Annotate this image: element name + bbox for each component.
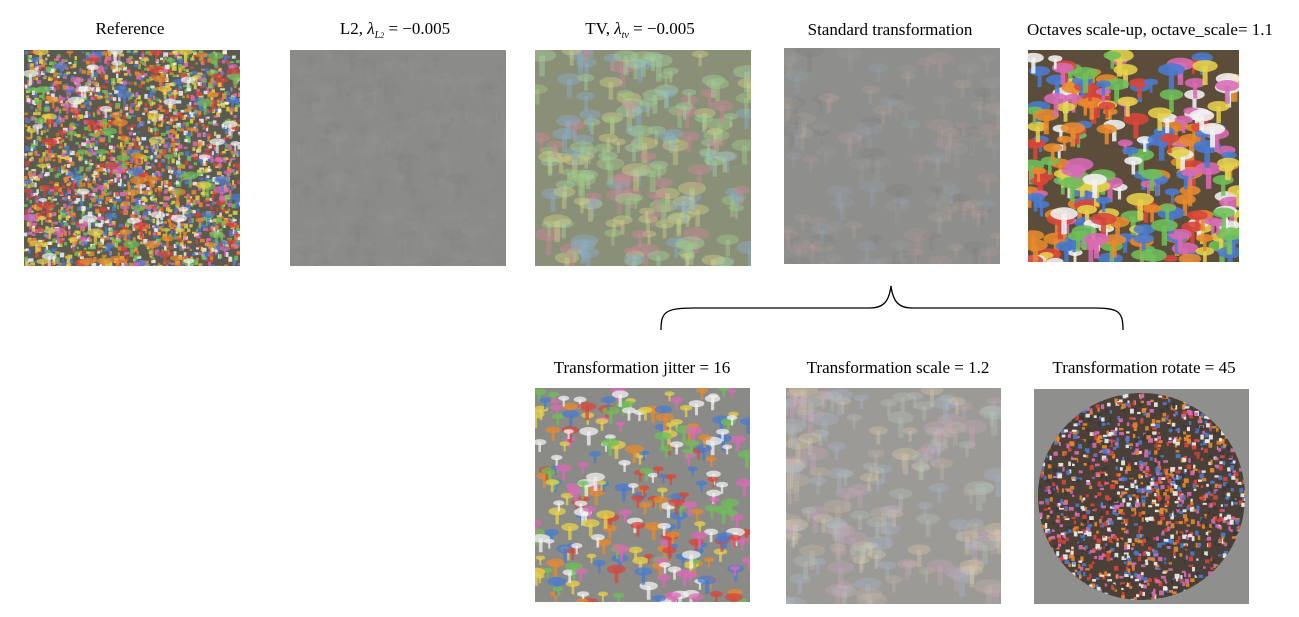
jitter-texture: [535, 388, 750, 602]
tv-texture: [535, 50, 751, 266]
curly-bracket: [660, 285, 1124, 331]
l2-texture: [290, 50, 506, 266]
image-standard: [784, 48, 1000, 264]
standard-texture: [784, 48, 1000, 264]
caption-standard: Standard transformation: [807, 20, 973, 39]
caption-jitter: Transformation jitter = 16: [553, 358, 731, 377]
image-jitter: [535, 388, 750, 602]
caption-tv: TV, λtv = −0.005: [585, 19, 695, 41]
caption-reference: Reference: [95, 19, 165, 38]
image-octaves: [1028, 50, 1239, 262]
scale-texture: [786, 388, 1001, 604]
image-l2: [290, 50, 506, 266]
caption-l2: L2, λL2 = −0.005: [339, 19, 451, 41]
image-scale: [786, 388, 1001, 604]
reference-texture: [24, 50, 240, 266]
image-tv: [535, 50, 751, 266]
caption-octaves: Octaves scale-up, octave_scale= 1.1: [1026, 20, 1274, 39]
image-reference: [24, 50, 240, 266]
caption-scale: Transformation scale = 1.2: [806, 358, 990, 377]
rotate-texture: [1034, 389, 1249, 604]
caption-rotate: Transformation rotate = 45: [1052, 358, 1236, 377]
image-rotate: [1034, 389, 1249, 604]
octaves-texture: [1028, 50, 1239, 262]
